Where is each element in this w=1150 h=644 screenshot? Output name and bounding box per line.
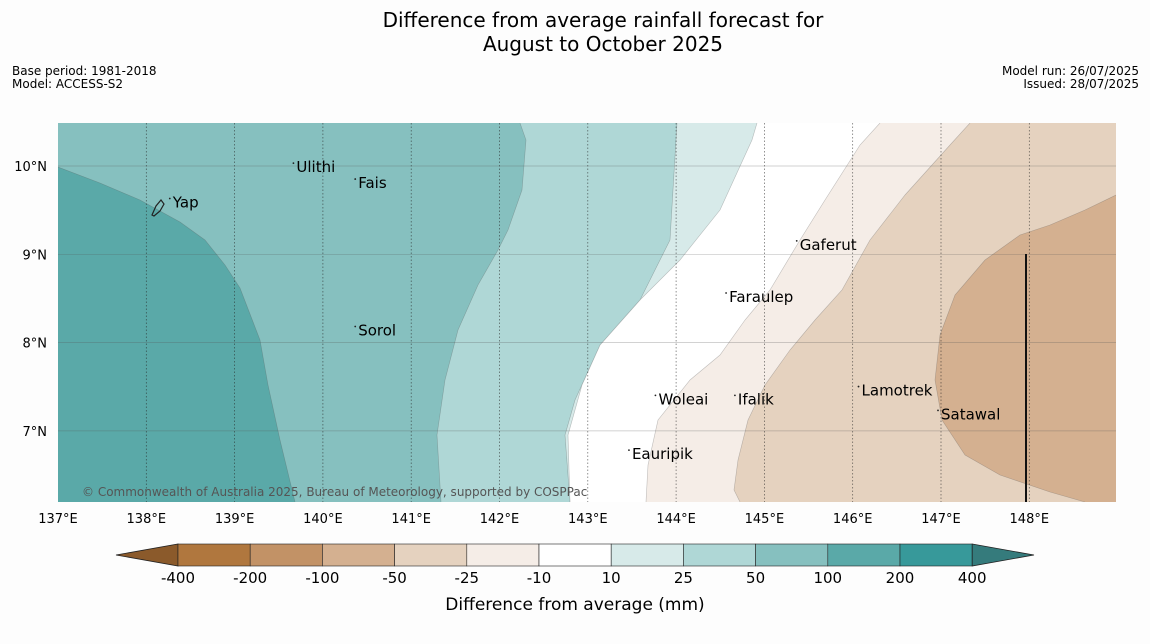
- band-25-50: [437, 123, 677, 502]
- colorbar-tick-label: 100: [813, 569, 842, 587]
- place-label: Satawal: [941, 405, 1000, 423]
- lon-tick-label: 148°E: [1010, 512, 1050, 527]
- lon-tick-label: 139°E: [215, 512, 255, 527]
- colorbar-legend: Difference from average (mm) -400 -200 -10…: [115, 543, 1035, 615]
- place-label: Yap: [172, 194, 199, 212]
- place-marker: [354, 178, 357, 180]
- place-label: Ulithi: [296, 158, 335, 176]
- axis-ticks: 137°E 138°E 139°E 140°E 141°E 142°E 143°E 144°E…: [14, 160, 1049, 527]
- colorbar-segment: [683, 543, 756, 567]
- title-line-1: Difference from average rainfall forecas…: [382, 8, 824, 32]
- colorbar-tick-label: -400: [161, 569, 195, 587]
- place-marker: [734, 394, 736, 397]
- colorbar-segment: [538, 543, 612, 567]
- colorbar-segment: [755, 543, 829, 567]
- place-label: Woleai: [658, 390, 708, 408]
- colorbar-segment: [394, 543, 468, 567]
- place-marker: [354, 325, 357, 328]
- colorbar-segment: [466, 543, 540, 567]
- issued-date: Issued: 28/07/2025: [1023, 77, 1139, 91]
- contour-lines: [58, 123, 1116, 502]
- place-label: Gaferut: [800, 236, 857, 254]
- place-marker: [937, 409, 939, 412]
- lon-tick-label: 146°E: [833, 512, 873, 527]
- base-period: Base period: 1981-2018: [12, 64, 157, 78]
- colorbar-tick-label: 25: [674, 569, 693, 587]
- lon-tick-label: 143°E: [568, 512, 608, 527]
- model-name: Model: ACCESS-S2: [12, 77, 124, 91]
- yap-island: [151, 199, 165, 217]
- colorbar-tick-label: -50: [382, 569, 407, 587]
- lat-tick-label: 8°N: [23, 337, 48, 352]
- place-marker: [795, 239, 798, 242]
- place-label: Lamotrek: [862, 382, 933, 400]
- place-marker: [628, 449, 630, 452]
- meta-right: Model run: 26/07/2025 Issued: 28/07/2025: [1002, 65, 1139, 91]
- colorbar-tick-label: 10: [602, 569, 621, 587]
- band-100-200: [58, 167, 295, 502]
- lon-tick-label: 138°E: [127, 512, 167, 527]
- gridlines: [58, 123, 1116, 502]
- place-label: Eauripik: [632, 445, 693, 463]
- map-title: Difference from average rainfall forecas…: [0, 8, 1150, 56]
- lon-tick-label: 144°E: [656, 512, 696, 527]
- colorbar-segment: [899, 543, 973, 567]
- lat-tick-label: 10°N: [14, 160, 47, 175]
- lon-tick-label: 147°E: [921, 512, 961, 527]
- colorbar-tick-label: -10: [527, 569, 552, 587]
- meta-left: Base period: 1981-2018 Model: ACCESS-S2: [12, 65, 157, 91]
- colorbar-segment: [177, 543, 251, 567]
- title-line-2: August to October 2025: [482, 32, 724, 56]
- lat-tick-label: 9°N: [23, 248, 48, 263]
- model-run: Model run: 26/07/2025: [1001, 64, 1139, 78]
- colorbar-extend-low: [115, 543, 179, 567]
- place-label: Fais: [358, 174, 387, 192]
- colorbar-tick-label: -200: [233, 569, 267, 587]
- colorbar-tick-label: 200: [886, 569, 915, 587]
- place-marker: [725, 292, 727, 294]
- colorbar-tick-label: -100: [305, 569, 339, 587]
- copyright-notice: © Commonwealth of Australia 2025, Bureau…: [82, 485, 587, 499]
- place-marker: [654, 394, 657, 397]
- colorbar-tick-label: 400: [958, 569, 987, 587]
- place-marker: [292, 162, 295, 165]
- lat-tick-label: 7°N: [23, 425, 48, 440]
- place-labels: Yap Ulithi Fais Gaferut Faraulep Sorol Lamotre…: [168, 158, 1000, 463]
- colorbar-tick-label: -25: [455, 569, 480, 587]
- colorbar-extend-high: [971, 543, 1035, 567]
- lon-tick-label: 137°E: [38, 512, 78, 527]
- place-marker: [857, 385, 860, 388]
- lon-tick-label: 141°E: [391, 512, 431, 527]
- place-label: Ifalik: [738, 390, 774, 408]
- lon-tick-label: 140°E: [303, 512, 343, 527]
- lon-tick-label: 145°E: [745, 512, 785, 527]
- place-marker: [168, 197, 171, 200]
- colorbar-segment: [322, 543, 395, 567]
- colorbar-segment: [610, 543, 684, 567]
- legend-title: Difference from average (mm): [445, 595, 704, 615]
- lon-tick-label: 142°E: [480, 512, 520, 527]
- place-label: Faraulep: [729, 288, 793, 306]
- colorbar-segment: [827, 543, 901, 567]
- colorbar-tick-label: 50: [746, 569, 765, 587]
- colorbar-segment: [249, 543, 323, 567]
- place-label: Sorol: [358, 322, 396, 340]
- map-panel: Yap Ulithi Fais Gaferut Faraulep Sorol Lamotre…: [58, 123, 1116, 502]
